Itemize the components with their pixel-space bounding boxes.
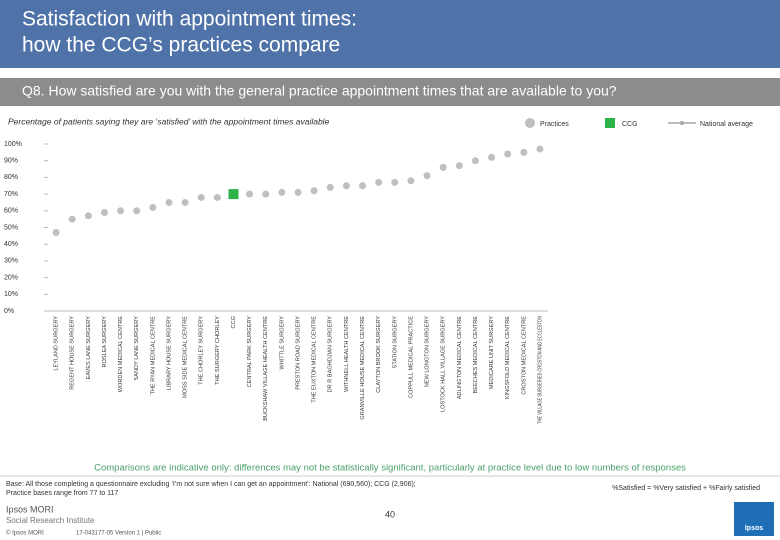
y-tick-label: 90% xyxy=(4,158,18,165)
title: how the CCG’s practices compare xyxy=(22,34,340,57)
question-band xyxy=(0,78,780,106)
brand: Ipsos xyxy=(745,525,763,532)
practice-dot xyxy=(455,162,463,170)
y-tick-label: 50% xyxy=(4,224,18,231)
practice-dot xyxy=(52,229,60,237)
version: 17-043177-05 Version 1 | Public xyxy=(76,531,161,537)
question: Q8. How satisfied are you with the gener… xyxy=(22,83,617,99)
x-tick-label: LIBRARY HOUSE SURGERY xyxy=(166,316,172,391)
x-tick-label: THE CHORLEY SURGERY xyxy=(199,316,205,385)
x-tick-label: DR R BAGHDJIAN SURGERY xyxy=(328,316,334,393)
practice-dot xyxy=(262,190,270,198)
page-number: 40 xyxy=(385,509,395,519)
practice-dot xyxy=(294,188,302,196)
x-tick-label: CROSTON MEDICAL CENTRE xyxy=(521,316,527,395)
note: Comparisons are indicative only: differe… xyxy=(94,463,686,474)
copyright: © Ipsos MORI xyxy=(6,530,44,537)
y-tick-label: 80% xyxy=(4,174,18,181)
practice-dot xyxy=(181,198,189,206)
x-tick-label: THE RYAN MEDICAL CENTRE xyxy=(150,316,156,395)
x-tick-label: WHITTLE SURGERY xyxy=(279,316,285,370)
legend-symbol xyxy=(605,118,615,128)
practice-dot xyxy=(326,183,334,191)
practice-dot xyxy=(278,188,286,196)
logo: Social Research Institute xyxy=(6,516,95,525)
x-tick-label: GRANVILLE HOUSE MEDICAL CENTRE xyxy=(360,316,366,420)
x-tick-label: ROSLEA SURGERY xyxy=(102,316,108,368)
x-tick-label: EAVES LANE SURGERY xyxy=(86,316,92,380)
y-tick-label: 0% xyxy=(4,308,14,315)
practice-dot xyxy=(504,150,512,158)
practice-dot xyxy=(375,178,383,186)
legend-symbol xyxy=(525,118,535,128)
x-tick-label: MOSS SIDE MEDICAL CENTRE xyxy=(183,316,189,398)
practice-dot xyxy=(310,187,318,195)
practice-dot xyxy=(407,177,415,185)
practice-dot xyxy=(342,182,350,190)
y-tick-label: 60% xyxy=(4,208,18,215)
practice-dot xyxy=(149,203,157,211)
ccg-marker xyxy=(228,189,239,200)
x-tick-label: MEDICARE UNIT SURGERY xyxy=(489,316,495,389)
x-tick-label: WITHNELL HEALTH CENTRE xyxy=(344,316,350,392)
x-tick-label: ADLINGTON MEDICAL CENTRE xyxy=(457,316,463,400)
practice-dot xyxy=(359,182,367,190)
y-tick-label: 30% xyxy=(4,258,18,265)
practice-dot xyxy=(488,153,496,161)
x-tick-label: THE SURGERY CHORLEY xyxy=(215,316,221,385)
practice-dot xyxy=(100,208,108,216)
x-tick-label: REGENT HOUSE SURGERY xyxy=(70,316,76,390)
practice-dot xyxy=(68,215,76,223)
x-tick-label: BUCKSHAW VILLAGE HEALTH CENTRE xyxy=(263,316,269,421)
title: Satisfaction with appointment times: xyxy=(22,8,357,31)
x-tick-label: STATION SURGERY xyxy=(392,316,398,369)
x-tick-label: SANDY LANE SURGERY xyxy=(134,316,140,381)
practice-dot xyxy=(165,198,173,206)
y-tick-label: 100% xyxy=(4,141,22,148)
logo: Ipsos MORI xyxy=(6,504,54,514)
practice-dot xyxy=(133,207,141,215)
x-tick-label: BEECHES MEDICAL CENTRE xyxy=(473,316,479,394)
x-tick-label: COPPULL MEDICAL PRACTICE xyxy=(408,316,414,398)
y-tick-label: 10% xyxy=(4,291,18,298)
legend-label: Practices xyxy=(540,121,569,128)
practice-dot xyxy=(423,172,431,180)
plot: 0% 10% 20% 30% 40% 50% 60% 70% 80% 90% 100% LEYLAND… xyxy=(4,141,548,424)
legend-symbol xyxy=(680,121,684,125)
x-tick-label: CENTRAL PARK SURGERY xyxy=(247,316,253,388)
x-tick-label: THE EUXTON MEDICAL CENTRE xyxy=(312,316,318,403)
x-tick-label: THE VILLAGE SURGERIES CROSTON AND ECCLES… xyxy=(537,316,543,424)
practice-dot xyxy=(391,178,399,186)
base: Base: All those completing a questionnai… xyxy=(6,481,416,488)
practice-dot xyxy=(439,163,447,171)
base: Practice bases range from 77 to 117 xyxy=(6,490,118,497)
x-tick-label: NEW LONGTON SURGERY xyxy=(425,316,431,388)
definition: %Satisfied = %Very satisfied + %Fairly s… xyxy=(612,485,760,492)
practice-dot xyxy=(520,148,528,156)
practice-dot xyxy=(536,145,544,153)
subtitle: Percentage of patients saying they are ‘… xyxy=(8,116,330,126)
x-tick-label: CCG xyxy=(231,316,237,328)
practice-dot xyxy=(84,212,92,220)
y-tick-label: 20% xyxy=(4,274,18,281)
practice-dot xyxy=(197,193,205,201)
practice-dot xyxy=(246,190,254,198)
practice-dot xyxy=(213,193,221,201)
x-tick-label: KINGSFOLD MEDICAL CENTRE xyxy=(505,316,511,399)
practice-dot xyxy=(117,207,125,215)
y-tick-label: 40% xyxy=(4,241,18,248)
x-tick-label: LEYLAND SURGERY xyxy=(54,316,60,371)
x-tick-label: WORDEN MEDICAL CENTRE xyxy=(118,316,124,393)
title-band xyxy=(0,0,780,68)
x-tick-label: CLAYTON BROOK SURGERY xyxy=(376,316,382,393)
legend-label: CCG xyxy=(622,121,638,128)
legend-label: National average xyxy=(700,121,753,128)
y-tick-label: 70% xyxy=(4,191,18,198)
x-tick-label: PRESTON ROAD SURGERY xyxy=(295,316,301,390)
practice-dot xyxy=(471,157,479,165)
brand-box xyxy=(734,502,774,536)
x-tick-label: LOSTOCK HALL VILLAGE SURGERY xyxy=(441,316,447,412)
